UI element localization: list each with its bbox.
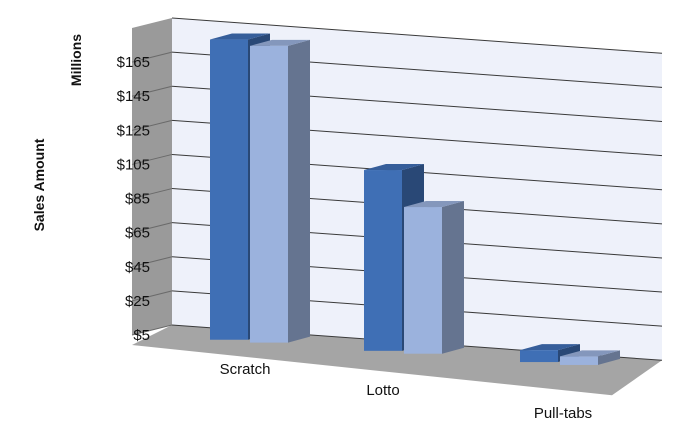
side-wall	[132, 18, 172, 335]
side-gridline	[131, 222, 173, 234]
bar-top	[250, 39, 310, 46]
bar-top	[210, 33, 270, 40]
side-gridline	[131, 153, 173, 165]
x-category-label: Lotto	[366, 382, 399, 399]
y-tick-label: $65	[125, 225, 150, 242]
bar-top	[364, 164, 424, 171]
y-tick-label: $145	[117, 88, 150, 105]
y-tick-label: $105	[117, 156, 150, 173]
y-axis-unit-label: Millions	[68, 34, 84, 86]
bar-side	[442, 201, 464, 354]
gridline-top	[171, 17, 663, 54]
bar	[250, 45, 288, 343]
labels: $5 $25 $45 $65 $85 $105 $125 $145 $165 Scratch Lot…	[31, 34, 592, 422]
bar	[404, 207, 442, 354]
bar	[364, 170, 402, 351]
side-gridline	[131, 119, 173, 131]
bar	[520, 350, 558, 363]
y-axis-title: Sales Amount	[31, 138, 47, 231]
y-tick-label: $125	[117, 122, 150, 139]
y-tick-label: $165	[117, 54, 150, 71]
bar-side	[288, 39, 310, 343]
x-category-label: Scratch	[220, 361, 271, 378]
side-gridline	[131, 256, 173, 268]
y-tick-label: $25	[125, 293, 150, 310]
side-gridline	[131, 324, 173, 336]
side-gridline	[131, 51, 173, 63]
side-gridline	[131, 290, 173, 302]
bars	[210, 33, 620, 365]
y-tick-label: $45	[125, 259, 150, 276]
bar-side	[598, 350, 620, 365]
bar	[210, 39, 248, 340]
bar-top	[560, 350, 620, 357]
side-gridline	[131, 85, 173, 97]
side-gridline	[131, 188, 173, 200]
bar-top	[404, 201, 464, 208]
bar-top	[520, 344, 580, 351]
bar	[560, 356, 598, 365]
x-category-label: Pull-tabs	[534, 405, 592, 422]
y-tick-label: $5	[133, 327, 150, 344]
y-tick-label: $85	[125, 191, 150, 208]
